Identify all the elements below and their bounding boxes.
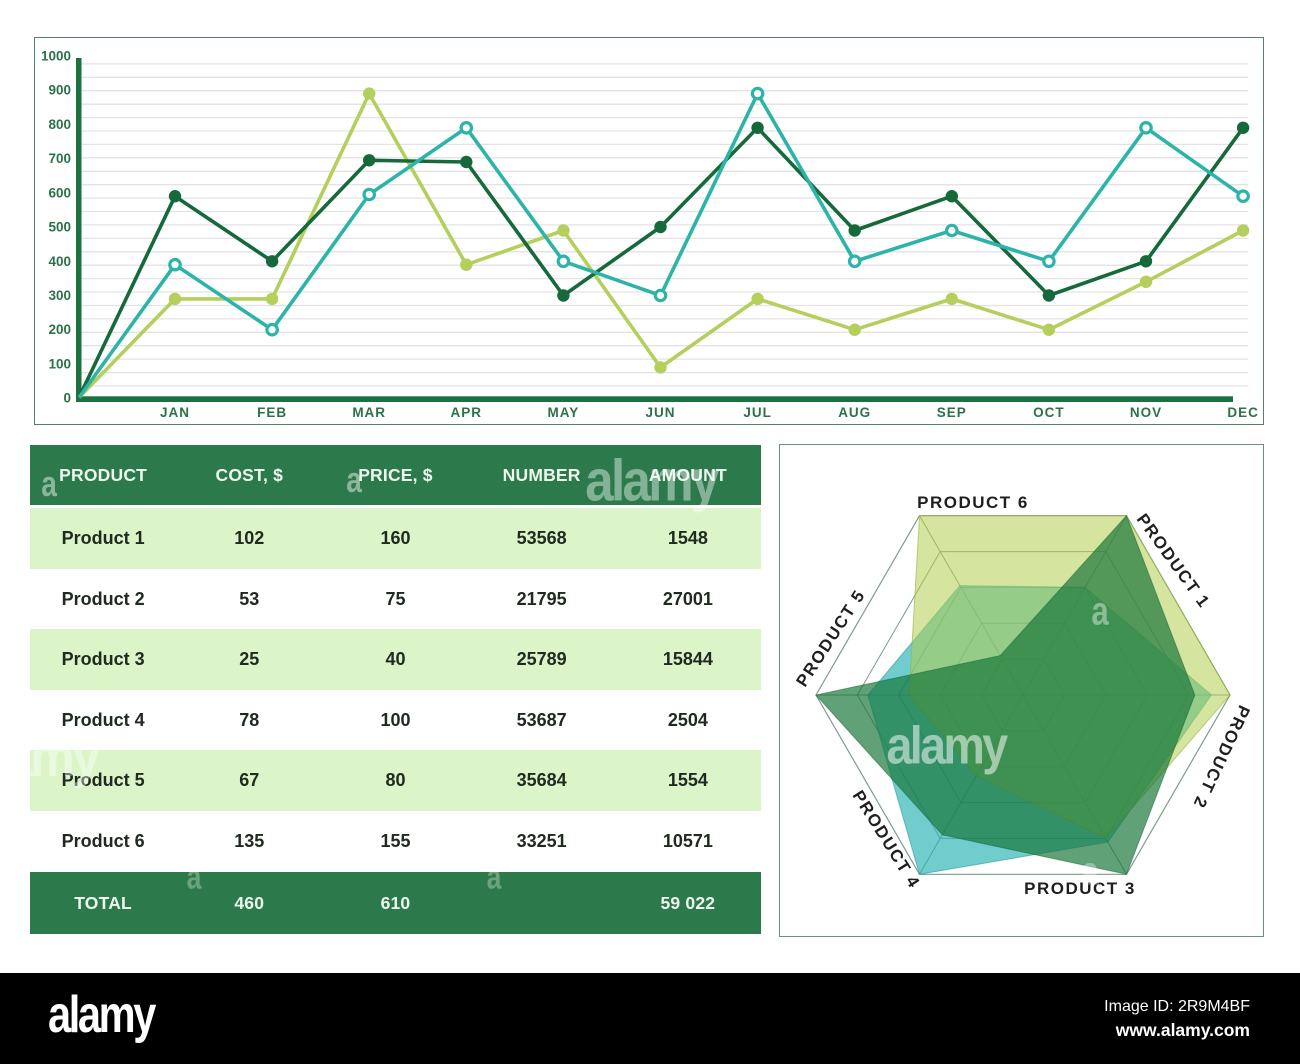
svg-text:200: 200 — [48, 322, 71, 337]
svg-text:500: 500 — [48, 220, 71, 235]
svg-text:NOV: NOV — [1130, 405, 1162, 420]
svg-text:PRODUCT 5: PRODUCT 5 — [792, 586, 869, 690]
svg-text:MAR: MAR — [352, 405, 386, 420]
svg-text:PRODUCT 3: PRODUCT 3 — [1024, 879, 1136, 898]
svg-text:JAN: JAN — [160, 405, 190, 420]
svg-text:AUG: AUG — [838, 405, 871, 420]
svg-text:800: 800 — [48, 117, 71, 132]
svg-text:SEP: SEP — [937, 405, 967, 420]
svg-text:700: 700 — [48, 151, 71, 166]
svg-text:JUN: JUN — [645, 405, 675, 420]
svg-text:JUL: JUL — [743, 405, 772, 420]
svg-text:1000: 1000 — [41, 48, 71, 63]
svg-text:400: 400 — [48, 254, 71, 269]
svg-text:100: 100 — [48, 357, 71, 372]
svg-text:FEB: FEB — [257, 405, 287, 420]
svg-text:600: 600 — [48, 185, 71, 200]
svg-text:APR: APR — [451, 405, 483, 420]
svg-text:DEC: DEC — [1227, 405, 1259, 420]
svg-text:900: 900 — [48, 83, 71, 98]
svg-text:MAY: MAY — [548, 405, 580, 420]
svg-text:OCT: OCT — [1033, 405, 1065, 420]
svg-text:PRODUCT 6: PRODUCT 6 — [917, 493, 1029, 512]
svg-text:0: 0 — [63, 391, 71, 406]
svg-text:300: 300 — [48, 288, 71, 303]
